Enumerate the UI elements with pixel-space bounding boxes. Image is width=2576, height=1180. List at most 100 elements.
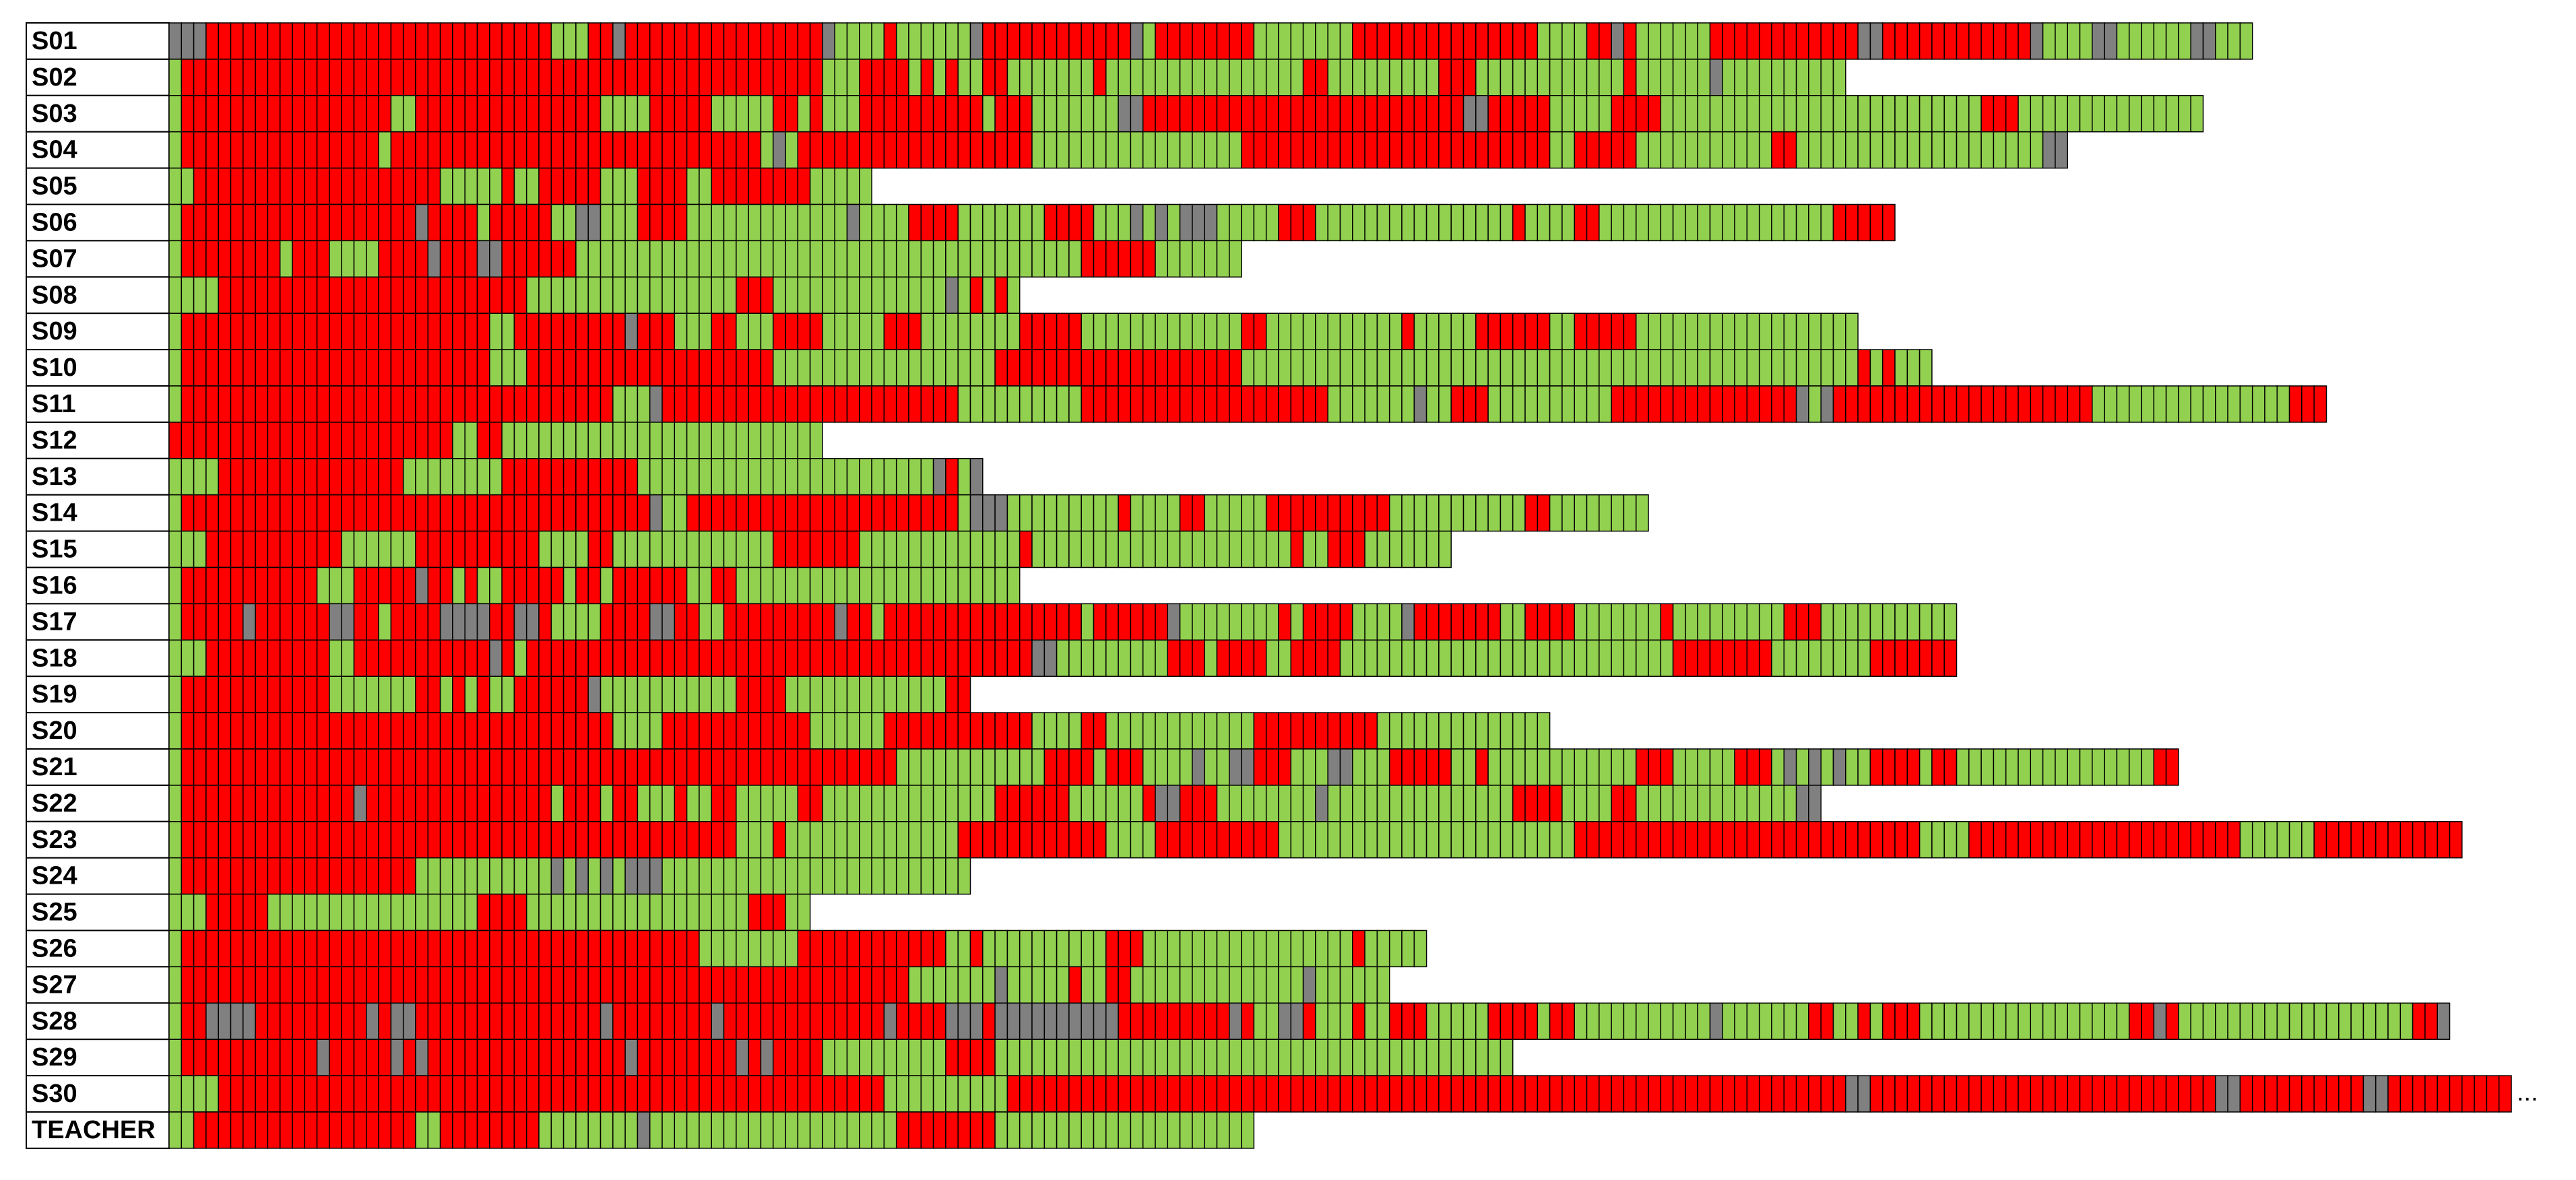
cell (797, 639, 811, 677)
cell (513, 857, 527, 895)
cell (193, 167, 207, 205)
cell (883, 929, 897, 968)
cell (378, 1111, 392, 1149)
cell (538, 966, 552, 1004)
cell (1586, 22, 1600, 60)
cell (1697, 603, 1711, 641)
cell (378, 203, 392, 242)
cell (415, 385, 429, 423)
cell (1302, 203, 1316, 242)
cell (649, 676, 663, 713)
cell (1006, 131, 1021, 169)
cell (982, 603, 996, 641)
cell (2005, 748, 2019, 786)
cell (1697, 639, 1711, 677)
cell (1783, 313, 1797, 350)
cell (1401, 349, 1415, 387)
cell (1623, 748, 1637, 786)
cell (562, 566, 577, 605)
cell (1216, 530, 1230, 568)
cell (501, 22, 515, 60)
cell (205, 639, 219, 677)
cell (1906, 639, 1921, 677)
cell (2018, 1075, 2032, 1113)
cell (1857, 203, 1871, 242)
cell (1241, 966, 1255, 1004)
cell (1105, 313, 1119, 350)
cell (415, 422, 429, 459)
cell (415, 458, 429, 496)
cell (723, 349, 737, 387)
cell (439, 966, 453, 1004)
cell (2190, 1075, 2204, 1113)
cell (292, 422, 306, 459)
cell (612, 857, 626, 895)
cell (1290, 1075, 1304, 1113)
cell (1462, 639, 1477, 677)
cell (1586, 748, 1600, 786)
cell (439, 276, 453, 314)
cell (883, 1002, 897, 1040)
cell (2104, 1002, 2118, 1040)
cell (1068, 1002, 1082, 1040)
cell (1118, 95, 1132, 133)
cell (649, 22, 663, 60)
cell (748, 785, 762, 822)
cell (1771, 785, 1785, 822)
cell (1216, 1002, 1230, 1040)
cell (230, 1002, 244, 1040)
cell (205, 494, 219, 532)
cell (846, 966, 860, 1004)
cell (699, 1039, 712, 1076)
cell (230, 1111, 244, 1149)
cell (513, 639, 527, 677)
cell (587, 240, 602, 278)
cell (2104, 1075, 2118, 1113)
cell (1376, 821, 1390, 859)
cell (489, 131, 503, 169)
cell (1081, 203, 1095, 242)
cell (649, 966, 663, 1004)
cell (415, 203, 429, 242)
cell (2190, 22, 2204, 60)
cell (366, 422, 379, 459)
cell (809, 59, 823, 96)
cell (624, 203, 639, 242)
cell (1364, 22, 1378, 60)
cell (895, 385, 909, 423)
cell (772, 458, 786, 496)
cell (1561, 385, 1575, 423)
cell (1425, 494, 1440, 532)
cell (390, 385, 404, 423)
cell (932, 821, 946, 859)
cell (1512, 821, 1526, 859)
cell (489, 785, 503, 822)
cell (1943, 639, 1958, 677)
cell (390, 167, 404, 205)
cell (908, 857, 922, 895)
cell (699, 313, 712, 350)
cell (1019, 22, 1033, 60)
cell (1388, 131, 1403, 169)
cell (699, 1111, 712, 1149)
cell (550, 22, 565, 60)
cell (2276, 821, 2290, 859)
cell (1265, 131, 1279, 169)
cell (1524, 712, 1539, 750)
cell (895, 929, 909, 968)
cell (230, 530, 244, 568)
cell (649, 893, 663, 931)
cell (1339, 929, 1353, 968)
cell (1179, 639, 1193, 677)
cell (243, 966, 256, 1004)
cell (1401, 203, 1415, 242)
cell (1155, 22, 1169, 60)
cell (1425, 203, 1440, 242)
cell (316, 712, 330, 750)
cell (1549, 603, 1563, 641)
cell (1795, 95, 1809, 133)
cell (1623, 494, 1637, 532)
cell (2116, 821, 2130, 859)
cell (1512, 639, 1526, 677)
cell (1709, 785, 1723, 822)
